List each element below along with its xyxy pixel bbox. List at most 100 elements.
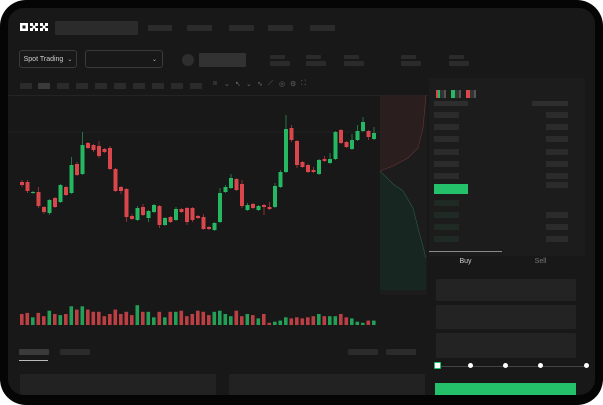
candle-body bbox=[372, 133, 376, 139]
market-selector-button[interactable]: Spot Trading ⌄ bbox=[19, 50, 77, 68]
timeframe-button[interactable] bbox=[20, 83, 32, 89]
volume-bar bbox=[350, 318, 354, 325]
candle-body bbox=[185, 208, 189, 222]
volume-bar bbox=[278, 320, 283, 325]
candle-body bbox=[42, 207, 46, 212]
candle-body bbox=[53, 198, 57, 207]
tab-open-orders[interactable] bbox=[19, 349, 49, 355]
tab-sell[interactable]: Sell bbox=[534, 258, 547, 265]
candle-body bbox=[229, 178, 233, 188]
volume-bar bbox=[212, 311, 217, 325]
orderbook-asks-icon[interactable] bbox=[466, 90, 476, 98]
orderbook-both-icon[interactable] bbox=[436, 90, 446, 98]
nav-item[interactable] bbox=[229, 25, 254, 31]
nav-item[interactable] bbox=[268, 25, 293, 31]
settings-icon[interactable]: ⚙ bbox=[290, 81, 297, 88]
nav-item[interactable] bbox=[148, 25, 172, 31]
timeframe-button[interactable] bbox=[114, 83, 126, 89]
pair-selector-dropdown[interactable]: ⌄ bbox=[85, 50, 163, 68]
slider-mark[interactable] bbox=[583, 363, 589, 368]
candle-body bbox=[108, 148, 112, 169]
tab-buy[interactable]: Buy bbox=[459, 258, 472, 265]
candle bbox=[339, 129, 343, 144]
timeframe-button[interactable] bbox=[171, 83, 183, 89]
volume-bar bbox=[64, 314, 68, 325]
ruler-icon[interactable]: ⟋ bbox=[268, 80, 273, 87]
camera-icon[interactable]: ◎ bbox=[279, 81, 286, 88]
nav-item[interactable] bbox=[310, 25, 335, 31]
candle-body bbox=[179, 209, 184, 212]
ask-price bbox=[434, 124, 459, 130]
candle bbox=[355, 125, 360, 141]
indicator-icon[interactable]: ıı bbox=[213, 80, 217, 87]
candle bbox=[251, 203, 255, 209]
candle bbox=[47, 199, 52, 215]
volume-bar bbox=[372, 320, 376, 325]
timeframe-button[interactable] bbox=[190, 83, 202, 89]
candle-body bbox=[201, 217, 206, 229]
candle-body bbox=[157, 206, 162, 225]
candle bbox=[300, 161, 305, 168]
total-input[interactable] bbox=[436, 333, 576, 358]
tab-order-history[interactable] bbox=[60, 349, 90, 355]
candle-body bbox=[344, 142, 349, 147]
candle bbox=[372, 127, 376, 140]
timeframe-button[interactable] bbox=[38, 83, 50, 89]
candle-body bbox=[278, 172, 283, 187]
chevron-down-icon[interactable]: ⌄ bbox=[224, 81, 230, 88]
volume-bar bbox=[234, 310, 239, 325]
timeframe-button[interactable] bbox=[76, 83, 88, 89]
price-input[interactable] bbox=[436, 279, 576, 301]
volume-bar bbox=[366, 320, 371, 325]
volume-bar bbox=[289, 318, 294, 325]
candle bbox=[185, 207, 189, 225]
cursor-icon[interactable]: ↖ bbox=[235, 81, 241, 88]
buy-button[interactable] bbox=[435, 383, 576, 395]
bottom-action[interactable] bbox=[348, 349, 378, 355]
volume-bar bbox=[163, 317, 167, 325]
volume-bar bbox=[201, 311, 206, 325]
candle bbox=[152, 204, 156, 213]
last-price bbox=[434, 184, 468, 194]
volume-bar bbox=[251, 315, 255, 325]
orderbook-header bbox=[434, 101, 468, 106]
slider-mark[interactable] bbox=[537, 363, 543, 368]
fullscreen-icon[interactable]: ⛶ bbox=[301, 80, 306, 87]
pair-price bbox=[199, 53, 246, 67]
timeframe-button[interactable] bbox=[57, 83, 69, 89]
timeframe-button[interactable] bbox=[133, 83, 145, 89]
candle-body bbox=[135, 208, 140, 220]
volume-bar bbox=[31, 317, 35, 325]
bid-size bbox=[546, 224, 568, 230]
candle-body bbox=[212, 223, 217, 230]
candle-body bbox=[256, 206, 261, 210]
candle-body bbox=[102, 149, 107, 152]
candle bbox=[53, 197, 57, 208]
candle bbox=[97, 141, 101, 158]
candle bbox=[174, 207, 178, 221]
candle bbox=[262, 204, 266, 215]
candle bbox=[168, 216, 173, 223]
slider-mark[interactable] bbox=[467, 363, 473, 368]
stat-label bbox=[449, 55, 464, 59]
timeframe-button[interactable] bbox=[152, 83, 164, 89]
amount-input[interactable] bbox=[436, 305, 576, 329]
search-bar[interactable] bbox=[55, 21, 138, 35]
bottom-action[interactable] bbox=[386, 349, 416, 355]
orderbook-bids-icon[interactable] bbox=[451, 90, 461, 98]
slider-mark[interactable] bbox=[433, 362, 441, 369]
timeframe-button[interactable] bbox=[95, 83, 107, 89]
slider-track[interactable] bbox=[439, 366, 587, 367]
bid-size bbox=[546, 236, 568, 242]
volume-bar bbox=[152, 317, 156, 325]
candle-body bbox=[339, 130, 343, 143]
stat-value bbox=[449, 61, 469, 66]
candle bbox=[196, 215, 200, 219]
volume-bar bbox=[42, 316, 46, 325]
candlestick-chart[interactable] bbox=[8, 8, 428, 338]
volume-bar bbox=[185, 316, 189, 325]
nav-item[interactable] bbox=[187, 25, 212, 31]
slider-mark[interactable] bbox=[502, 363, 508, 368]
chevron-down-icon[interactable]: ⌄ bbox=[246, 81, 252, 88]
line-icon[interactable]: ∿ bbox=[257, 81, 263, 88]
